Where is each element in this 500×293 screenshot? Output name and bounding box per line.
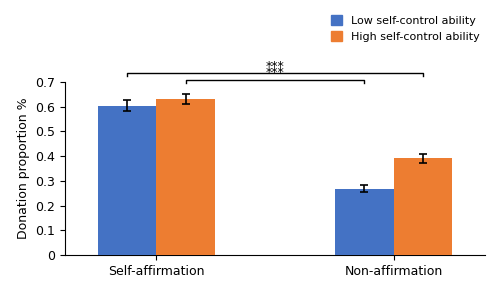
Text: ***: *** — [266, 60, 284, 73]
Bar — [336, 189, 394, 255]
Bar — [394, 158, 452, 255]
Bar — [156, 99, 214, 255]
Y-axis label: Donation proportion %: Donation proportion % — [16, 98, 30, 239]
Bar — [98, 106, 156, 255]
Text: ***: *** — [266, 66, 284, 79]
Legend: Low self-control ability, High self-control ability: Low self-control ability, High self-cont… — [330, 15, 480, 42]
